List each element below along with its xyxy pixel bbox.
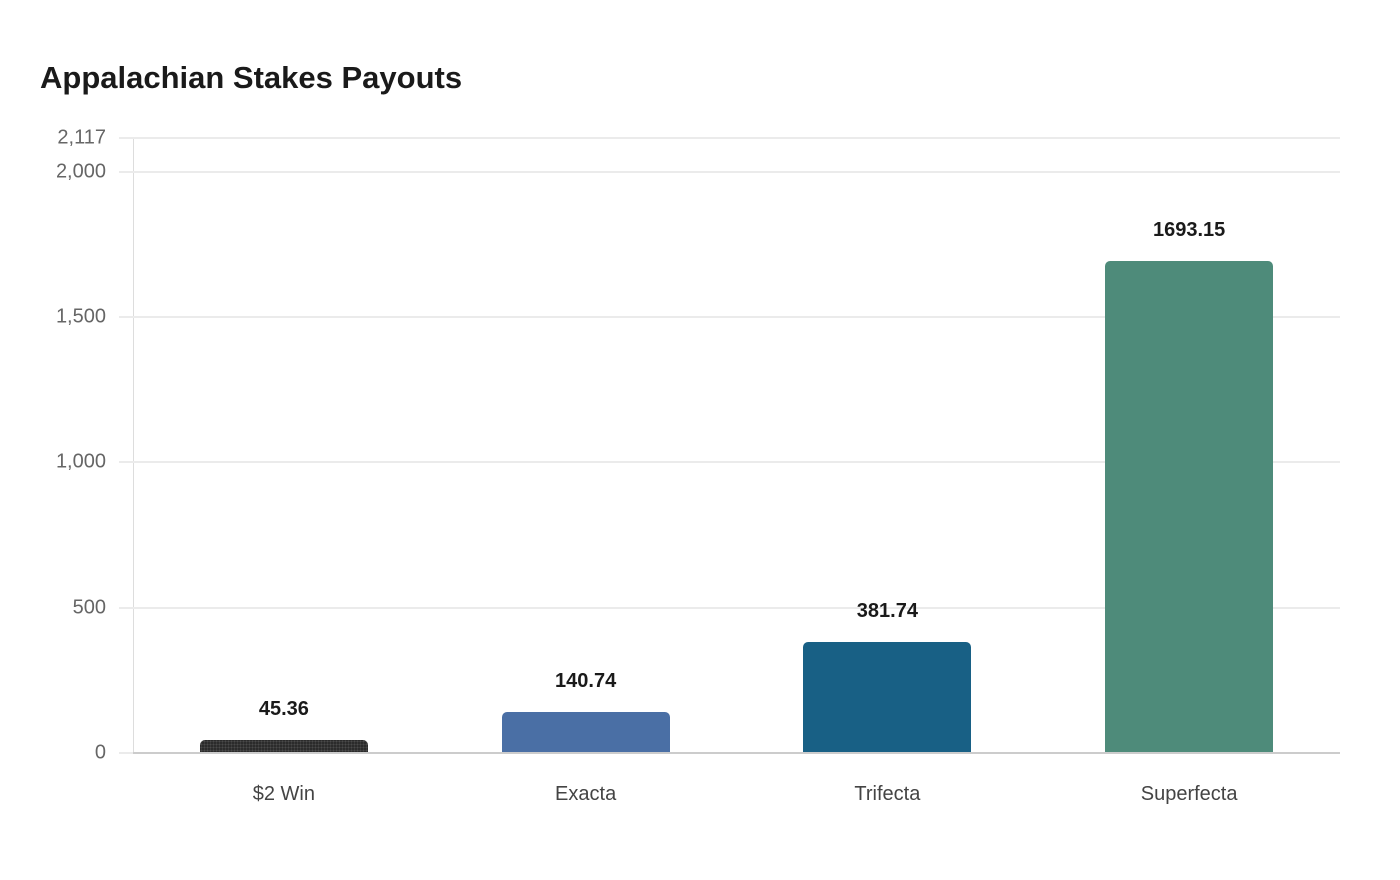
y-tick-label: 0: [94, 741, 106, 764]
x-tick-label: $2 Win: [252, 783, 315, 805]
bar-superfecta[interactable]: [1105, 261, 1274, 752]
chart-title: Appalachian Stakes Payouts: [40, 60, 463, 95]
x-axis-line: [133, 752, 1340, 754]
gridline: [119, 137, 1340, 139]
x-tick-label: Exacta: [555, 783, 617, 805]
gridline: [119, 170, 1340, 173]
bar-trifecta[interactable]: [803, 642, 972, 752]
y-axis-line: [133, 138, 134, 753]
gridline-zero-tick: [119, 752, 133, 754]
bar-2-win[interactable]: [199, 739, 368, 752]
bar-value-label: 140.74: [555, 670, 617, 693]
gridline: [119, 461, 1340, 464]
bar-value-label: 1693.15: [1152, 219, 1226, 242]
bar-value-label: 381.74: [856, 600, 918, 623]
x-tick-label: Trifecta: [854, 783, 921, 805]
gridline: [119, 316, 1340, 319]
gridline: [119, 606, 1340, 609]
y-tick-label: 1,500: [55, 305, 106, 328]
bar-value-label: 45.36: [258, 697, 309, 720]
x-tick-label: Superfecta: [1140, 783, 1238, 805]
y-tick-label: 500: [72, 596, 106, 619]
y-tick-label: 1,000: [55, 450, 106, 473]
bar-exacta[interactable]: [501, 712, 670, 752]
y-tick-label: 2,117: [57, 126, 106, 149]
y-tick-label: 2,000: [55, 160, 106, 183]
